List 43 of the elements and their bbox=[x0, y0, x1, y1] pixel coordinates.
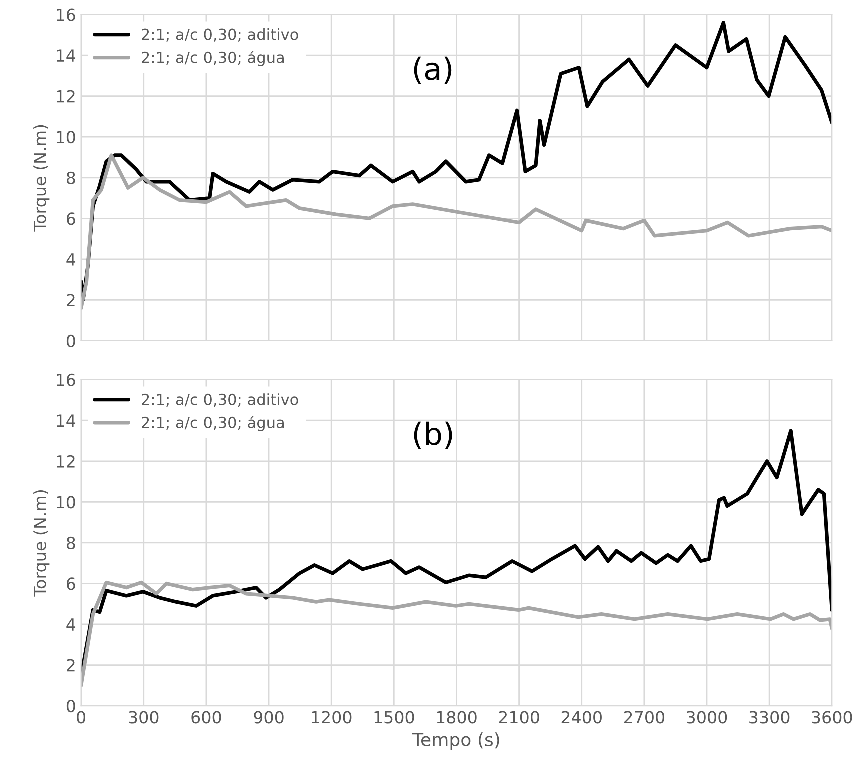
x-tick-label: 300 bbox=[129, 711, 159, 724]
x-tick-label: 3300 bbox=[750, 711, 790, 724]
y-tick-label: 4 bbox=[66, 618, 76, 631]
annotation: (b) bbox=[414, 422, 452, 450]
line-series bbox=[81, 580, 832, 688]
y-axis-title: Torque (N.m) bbox=[34, 125, 50, 232]
x-tick-label: 2700 bbox=[624, 711, 665, 724]
x-tick-label: 1800 bbox=[437, 711, 477, 724]
x-tick-label: 1500 bbox=[374, 711, 414, 724]
x-tick-label: 600 bbox=[192, 711, 222, 724]
x-tick-label: 1200 bbox=[312, 711, 352, 724]
y-tick-label: 2 bbox=[67, 659, 75, 672]
x-axis-title: Tempo (s) bbox=[412, 732, 500, 750]
y-tick-label: 16 bbox=[57, 374, 76, 386]
x-tick-label: 3000 bbox=[687, 711, 728, 724]
y-tick-label: 0 bbox=[66, 334, 76, 348]
y-tick-label: 10 bbox=[57, 131, 76, 144]
x-tick-label: 900 bbox=[254, 711, 284, 724]
legend-label: 2:1; a/c 0,30; água bbox=[142, 50, 284, 66]
y-tick-label: 12 bbox=[57, 455, 75, 468]
legend-label: 2:1; a/c 0,30; aditivo bbox=[142, 394, 298, 407]
x-tick-label: 2400 bbox=[562, 711, 602, 724]
line-series bbox=[81, 154, 832, 310]
y-tick-label: 12 bbox=[57, 90, 75, 103]
y-tick-label: 4 bbox=[66, 254, 76, 266]
legend-label: 2:1; a/c 0,30; aditivo bbox=[142, 28, 298, 42]
y-axis-title: Torque (N.m) bbox=[34, 490, 50, 597]
legend-label: 2:1; a/c 0,30; água bbox=[142, 416, 284, 432]
x-tick-label: 2100 bbox=[499, 711, 540, 724]
y-tick-label: 16 bbox=[57, 8, 76, 22]
y-tick-label: 6 bbox=[67, 578, 76, 590]
line-series bbox=[81, 21, 832, 302]
y-tick-label: 0 bbox=[66, 700, 76, 713]
y-tick-label: 14 bbox=[57, 50, 76, 62]
y-tick-label: 6 bbox=[67, 212, 76, 226]
y-tick-label: 2 bbox=[67, 294, 75, 307]
y-tick-label: 14 bbox=[57, 414, 76, 427]
y-tick-label: 8 bbox=[66, 536, 76, 550]
annotation: (a) bbox=[414, 56, 452, 84]
x-tick-label: 0 bbox=[77, 711, 86, 724]
x-tick-label: 3600 bbox=[812, 711, 852, 724]
y-tick-label: 10 bbox=[57, 496, 76, 509]
y-tick-label: 8 bbox=[66, 172, 76, 184]
